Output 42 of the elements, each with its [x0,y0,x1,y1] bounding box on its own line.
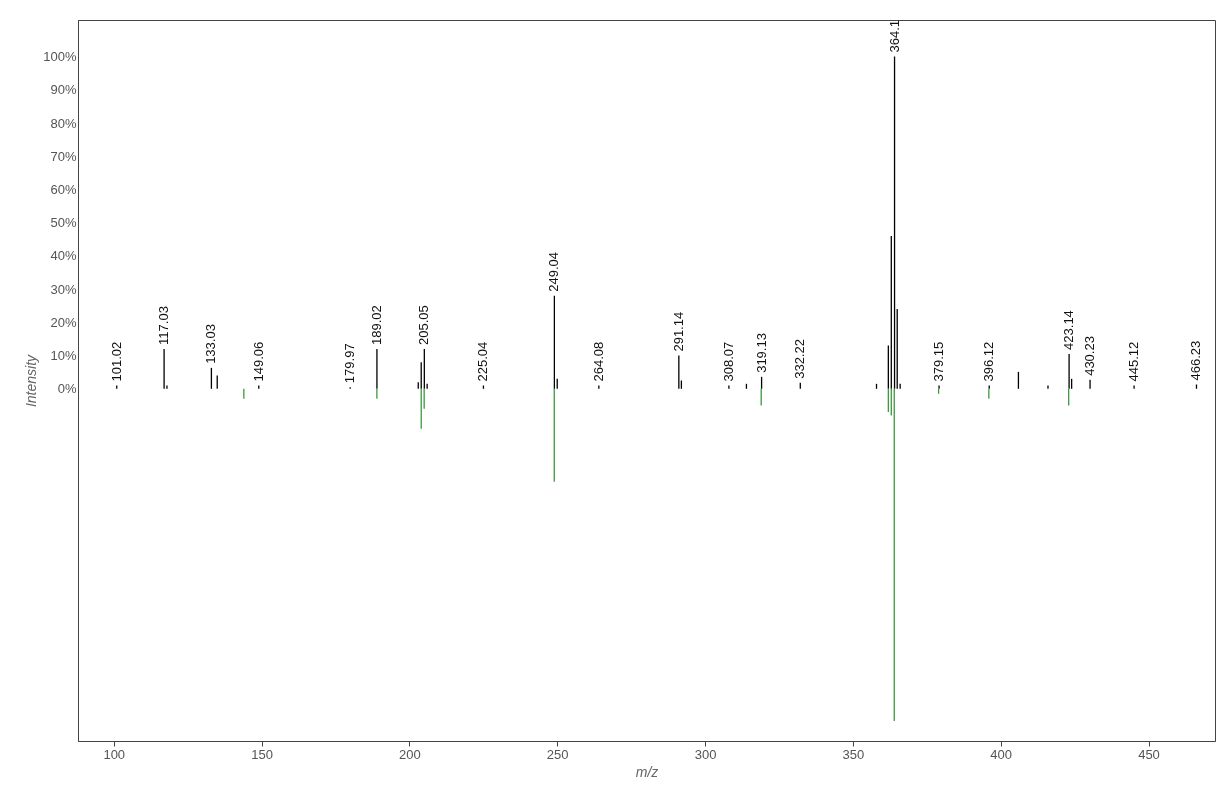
annotation: 249.04 [546,252,562,292]
y-tick-label: 70% [50,148,77,164]
annotation: 308.07 [720,341,736,382]
annotation: 291.14 [670,311,686,352]
annotation: 264.08 [590,341,606,382]
x-axis-title: m/z [635,763,659,780]
x-tick-label: 450 [1138,746,1160,762]
annotation: 179.97 [342,343,358,384]
x-tick-label: 300 [694,746,717,762]
annotation: 319.13 [753,333,769,373]
annotation: 445.12 [1126,341,1142,382]
x-tick-label: 250 [546,746,569,762]
annotation: 430.23 [1082,336,1098,376]
y-tick-label: 90% [50,82,77,98]
x-tick-label: 100 [103,746,126,762]
x-tick-label: 350 [842,746,865,762]
annotation: 225.04 [475,341,491,382]
x-tick-label: 200 [399,746,421,762]
y-tick-label: 40% [50,248,77,264]
annotation: 189.02 [368,305,384,345]
x-tick-label: 400 [990,746,1013,762]
annotation: 205.05 [416,305,432,345]
annotation: 133.03 [203,324,219,364]
annotation: 379.15 [931,341,947,382]
annotation: 149.06 [250,341,266,382]
y-tick-label: 0% [57,381,77,397]
annotation: 396.12 [981,341,997,382]
annotation: 332.22 [792,339,808,379]
annotation: 117.03 [156,306,172,345]
annotation: 364.1 [886,20,902,53]
y-tick-label: 30% [50,281,77,297]
y-tick-label: 50% [50,215,77,231]
annotation: 101.02 [108,341,124,382]
y-tick-label: 60% [50,181,77,197]
y-tick-label: 10% [50,348,77,364]
y-tick-label: 80% [50,115,77,131]
y-axis-title: Intensity [23,353,40,408]
annotation: 423.14 [1061,310,1077,350]
annotation: 466.23 [1188,340,1204,381]
x-tick-label: 150 [251,746,273,762]
y-tick-label: 20% [50,314,77,330]
y-tick-label: 100% [43,49,77,65]
